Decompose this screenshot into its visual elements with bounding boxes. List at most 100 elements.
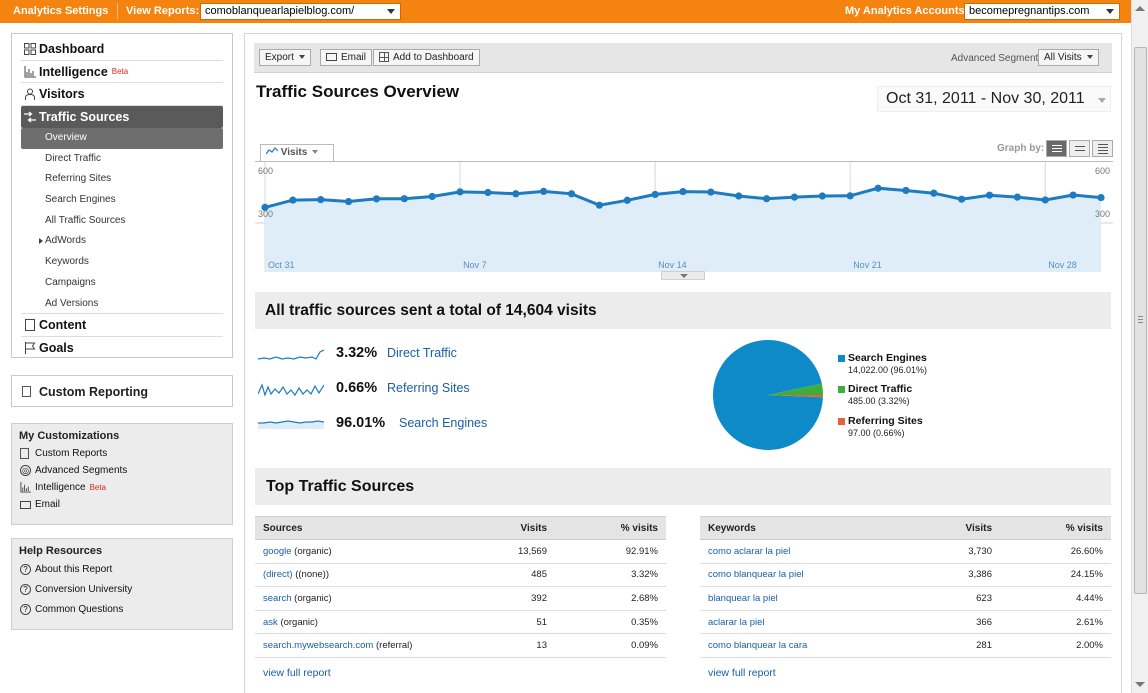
traffic-pie-chart[interactable]: [712, 339, 824, 451]
chart-data-point[interactable]: [595, 201, 603, 209]
row-medium: (organic): [280, 616, 318, 628]
graph-by-month-button[interactable]: [1092, 140, 1113, 157]
chart-data-point[interactable]: [1041, 196, 1049, 204]
vertical-scrollbar[interactable]: [1131, 0, 1148, 693]
chart-data-point[interactable]: [651, 190, 659, 199]
email-link[interactable]: Email: [19, 496, 225, 513]
chart-data-point[interactable]: [540, 187, 548, 196]
nav-sub-all-traffic-sources[interactable]: All Traffic Sources: [21, 211, 223, 232]
metric-selector[interactable]: Visits: [260, 144, 334, 161]
chart-data-point[interactable]: [567, 190, 576, 198]
row-link[interactable]: como blanquear la piel: [708, 569, 804, 581]
nav-visitors[interactable]: Visitors: [21, 83, 223, 106]
pie-slice-direct-traffic[interactable]: [768, 383, 823, 395]
nav-sub-overview[interactable]: Overview: [21, 128, 223, 149]
analytics-settings-link[interactable]: Analytics Settings: [13, 5, 109, 17]
chart-data-point[interactable]: [902, 186, 910, 195]
chart-data-point[interactable]: [763, 195, 771, 203]
chart-data-point[interactable]: [707, 188, 715, 196]
keywords-view-full-report-link[interactable]: view full report: [708, 667, 776, 679]
help-link-about[interactable]: ? About this Report: [19, 560, 225, 580]
chart-data-point[interactable]: [372, 195, 381, 203]
chart-expand-handle[interactable]: [661, 271, 705, 280]
row-link[interactable]: como blanquear la cara: [708, 640, 808, 652]
add-to-dashboard-button[interactable]: Add to Dashboard: [373, 49, 480, 66]
nav-sub-referring-sites[interactable]: Referring Sites: [21, 169, 223, 190]
chart-data-point[interactable]: [456, 188, 464, 196]
scroll-down-icon[interactable]: [1135, 682, 1145, 687]
graph-by-week-button[interactable]: [1069, 140, 1090, 157]
nav-sub-search-engines[interactable]: Search Engines: [21, 190, 223, 211]
sources-view-full-report-link[interactable]: view full report: [263, 667, 331, 679]
advanced-segments-select[interactable]: All Visits: [1038, 49, 1099, 66]
help-link-common-questions[interactable]: ? Common Questions: [19, 600, 225, 620]
chart-data-point[interactable]: [985, 191, 994, 199]
chart-data-point[interactable]: [1013, 193, 1022, 201]
pie-slice-search-engines[interactable]: [712, 339, 823, 450]
nav-dashboard[interactable]: Dashboard: [21, 38, 223, 61]
direct-traffic-link[interactable]: Direct Traffic: [387, 346, 457, 360]
referring-sites-link[interactable]: Referring Sites: [387, 381, 470, 395]
nav-content[interactable]: Content: [21, 314, 223, 337]
row-link[interactable]: ask: [263, 616, 278, 628]
row-link[interactable]: (direct): [263, 569, 293, 581]
nav-sub-adwords[interactable]: AdWords: [21, 231, 223, 252]
column-header[interactable]: Visits: [445, 516, 555, 540]
email-button[interactable]: Email: [320, 49, 373, 66]
expand-arrow-icon[interactable]: [39, 238, 43, 245]
column-header[interactable]: % visits: [1000, 516, 1111, 540]
chart-data-point[interactable]: [289, 196, 297, 204]
nav-sub-keywords[interactable]: Keywords: [21, 252, 223, 273]
view-reports-select[interactable]: comoblanquearlapielblog.com/: [200, 3, 401, 20]
visits-line-chart[interactable]: 600 600 300 300 Oct 31 Nov 7 Nov 14 Nov 21 Nov 2…: [255, 161, 1113, 272]
chart-x-tick-label: Nov 28: [1048, 260, 1077, 270]
date-range-picker[interactable]: Oct 31, 2011 - Nov 30, 2011: [877, 86, 1111, 112]
help-link-conversion-university[interactable]: ? Conversion University: [19, 580, 225, 600]
chart-data-point[interactable]: [428, 192, 436, 201]
column-header[interactable]: Sources: [255, 516, 445, 540]
chart-data-point[interactable]: [400, 195, 408, 203]
scroll-up-icon[interactable]: [1135, 6, 1145, 11]
chart-data-point[interactable]: [317, 196, 325, 204]
column-header[interactable]: Visits: [890, 516, 1000, 540]
chart-data-point[interactable]: [1069, 191, 1077, 199]
custom-reporting-link[interactable]: Custom Reporting: [11, 375, 233, 407]
export-button[interactable]: Export: [259, 49, 311, 66]
chart-data-point[interactable]: [345, 197, 353, 206]
row-link[interactable]: search: [263, 592, 292, 604]
chart-data-point[interactable]: [930, 189, 938, 197]
row-link[interactable]: search.mywebsearch.com: [263, 640, 374, 652]
chart-data-point[interactable]: [261, 203, 269, 211]
chart-data-point[interactable]: [512, 190, 520, 198]
column-header[interactable]: % visits: [555, 516, 666, 540]
row-link[interactable]: como aclarar la piel: [708, 545, 791, 557]
chart-data-point[interactable]: [958, 195, 966, 203]
intelligence-link[interactable]: Intelligence Beta: [19, 479, 225, 496]
chart-data-point[interactable]: [484, 188, 492, 197]
nav-traffic-sources[interactable]: Traffic Sources: [21, 105, 223, 128]
nav-goals[interactable]: Goals: [21, 337, 223, 360]
nav-sub-campaigns[interactable]: Campaigns: [21, 273, 223, 294]
chart-data-point[interactable]: [846, 192, 854, 200]
row-link[interactable]: blanquear la piel: [708, 592, 778, 604]
chart-data-point[interactable]: [874, 184, 882, 192]
pie-slice-referring-sites[interactable]: [768, 395, 823, 398]
chart-data-point[interactable]: [790, 193, 799, 201]
chart-data-point[interactable]: [679, 187, 687, 196]
row-link[interactable]: aclarar la piel: [708, 616, 765, 628]
chart-data-point[interactable]: [818, 192, 826, 200]
scrollbar-thumb[interactable]: [1134, 47, 1147, 594]
nav-sub-direct-traffic[interactable]: Direct Traffic: [21, 149, 223, 170]
custom-reports-link[interactable]: Custom Reports: [19, 445, 225, 462]
chart-data-point[interactable]: [623, 196, 631, 204]
accounts-select[interactable]: becomepregnantips.com: [964, 3, 1120, 20]
chart-data-point[interactable]: [735, 192, 743, 200]
search-engines-link[interactable]: Search Engines: [399, 416, 488, 430]
column-header[interactable]: Keywords: [700, 516, 890, 540]
chart-data-point[interactable]: [1097, 193, 1105, 202]
graph-by-day-button[interactable]: [1046, 140, 1067, 157]
advanced-segments-link[interactable]: ◎ Advanced Segments: [19, 462, 225, 479]
row-link[interactable]: google: [263, 545, 292, 557]
nav-intelligence[interactable]: Intelligence Beta: [21, 61, 223, 83]
nav-sub-ad-versions[interactable]: Ad Versions: [21, 294, 223, 315]
